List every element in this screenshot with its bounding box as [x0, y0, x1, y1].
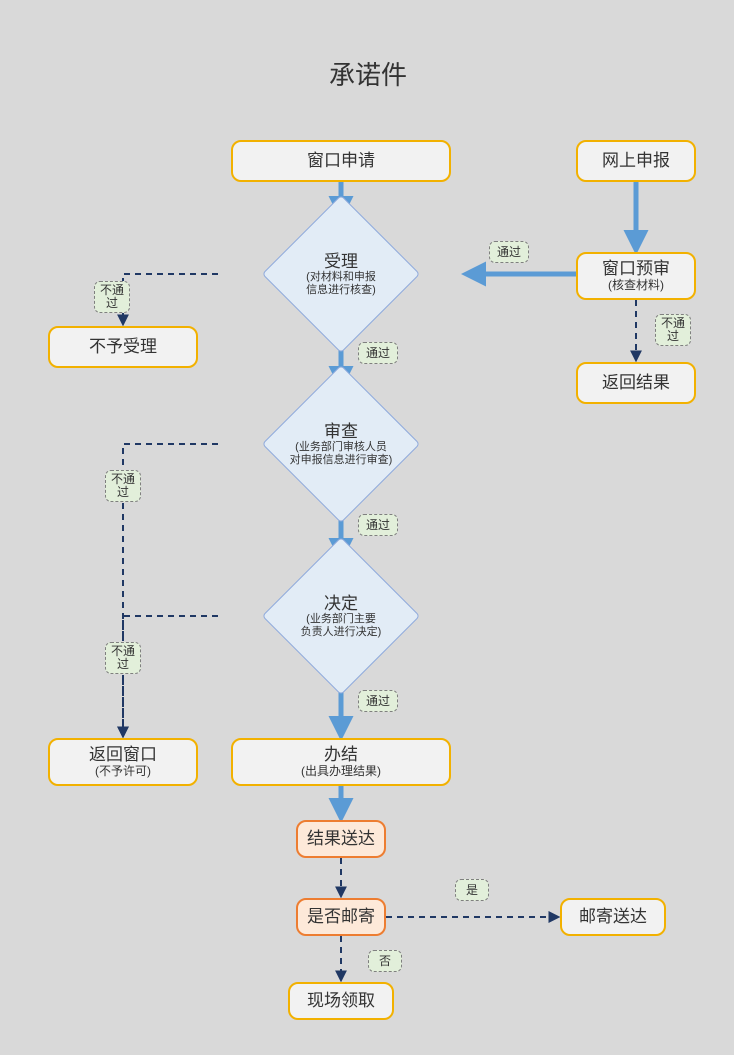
node-sublabel: (业务部门审核人员: [295, 441, 387, 454]
node-label: 窗口预审: [602, 259, 670, 279]
node-is-mail: 是否邮寄: [296, 898, 386, 936]
node-mail-deliver: 邮寄送达: [560, 898, 666, 936]
node-window-apply: 窗口申请: [231, 140, 451, 182]
edge-tag: 不通 过: [105, 470, 141, 502]
node-sublabel: 对申报信息进行审查): [290, 454, 393, 467]
node-label: 窗口申请: [307, 151, 375, 171]
node-label: 受理: [324, 252, 358, 272]
edge-tag: 不通 过: [105, 642, 141, 674]
chart-title: 承诺件: [268, 55, 468, 92]
node-sublabel: (对材料和申报: [306, 271, 376, 284]
node-sublabel: 负责人进行决定): [301, 626, 382, 639]
node-review: 审查 (业务部门审核人员 对申报信息进行审查): [285, 388, 397, 500]
edge-tag: 通过: [358, 514, 398, 536]
node-label: 返回窗口: [89, 745, 157, 765]
node-sublabel: (业务部门主要: [306, 613, 376, 626]
edge-tag: 通过: [489, 241, 529, 263]
node-return-window: 返回窗口 (不予许可): [48, 738, 198, 786]
node-sublabel: 信息进行核查): [306, 284, 376, 297]
node-label: 办结: [324, 745, 358, 765]
node-complete: 办结 (出具办理结果): [231, 738, 451, 786]
node-pickup: 现场领取: [288, 982, 394, 1020]
node-sublabel: (核查材料): [608, 279, 664, 293]
edge-tag: 是: [455, 879, 489, 901]
edge-tag: 通过: [358, 342, 398, 364]
node-label: 网上申报: [602, 151, 670, 171]
node-prereview: 窗口预审 (核查材料): [576, 252, 696, 300]
edge-tag: 通过: [358, 690, 398, 712]
node-reject-accept: 不予受理: [48, 326, 198, 368]
node-sublabel: (出具办理结果): [301, 765, 381, 779]
node-label: 现场领取: [307, 991, 375, 1011]
node-label: 是否邮寄: [307, 907, 375, 927]
node-deliver: 结果送达: [296, 820, 386, 858]
node-label: 结果送达: [307, 829, 375, 849]
node-sublabel: (不予许可): [95, 765, 151, 779]
flowchart-canvas: 承诺件 窗口申请 网上申报 窗口预审 (核查材料) 返回结果 不予受理 返回窗口…: [0, 0, 734, 1055]
node-label: 审查: [324, 422, 358, 442]
node-return-result: 返回结果: [576, 362, 696, 404]
edge-tag: 不通 过: [655, 314, 691, 346]
node-label: 决定: [324, 594, 358, 614]
node-label: 返回结果: [602, 373, 670, 393]
node-label: 不予受理: [89, 337, 157, 357]
edge-tag: 不通 过: [94, 281, 130, 313]
node-accept: 受理 (对材料和申报 信息进行核查): [285, 218, 397, 330]
edge-tag: 否: [368, 950, 402, 972]
node-label: 邮寄送达: [579, 907, 647, 927]
node-online-apply: 网上申报: [576, 140, 696, 182]
node-decide: 决定 (业务部门主要 负责人进行决定): [285, 560, 397, 672]
